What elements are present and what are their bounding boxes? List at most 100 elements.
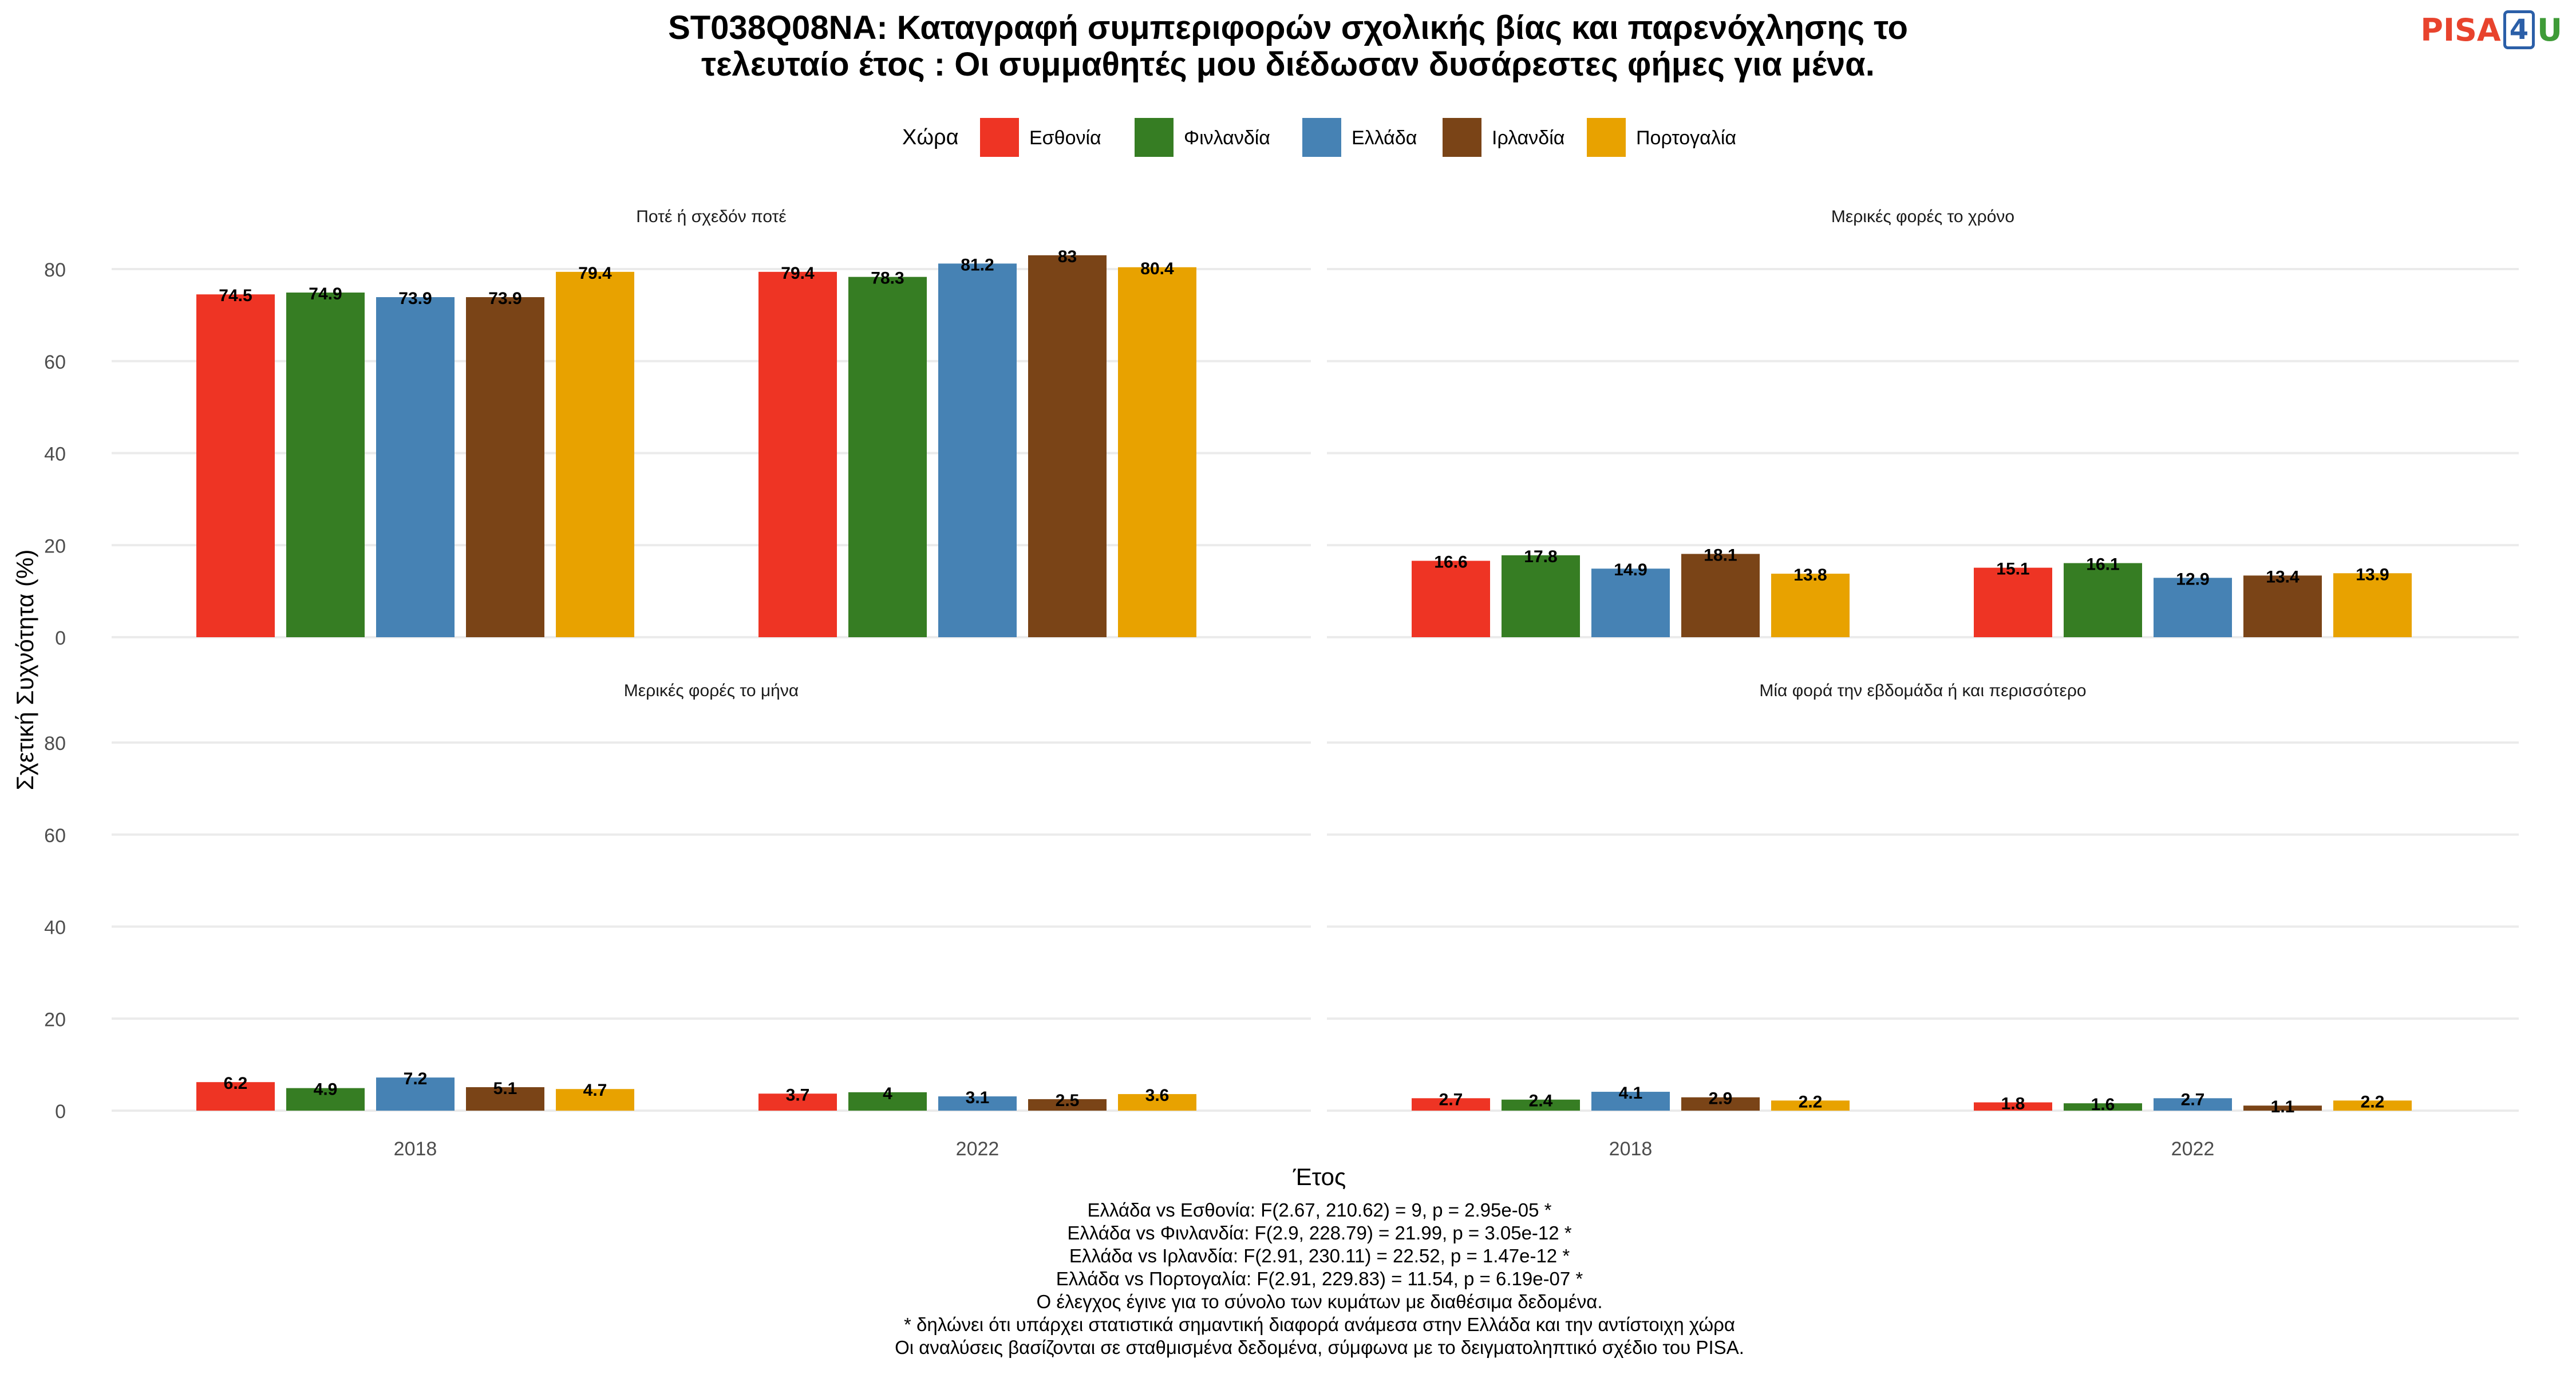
bar [466,1087,544,1111]
legend-title: Χώρα [902,125,959,149]
legend-label: Ελλάδα [1352,127,1417,149]
bar [2333,573,2412,637]
bar-value-label: 14.9 [1614,560,1647,579]
legend-label: Φινλανδία [1184,127,1270,149]
y-tick-label: 80 [44,733,66,755]
x-tick-label: 2018 [1609,1138,1653,1160]
pisa4u-logo: PISA 4 U [2420,10,2562,49]
legend-swatch [1587,118,1626,157]
bar [556,1089,634,1111]
bar [1502,1099,1580,1111]
bar [376,1077,455,1111]
bar [938,263,1017,638]
bar [376,297,455,637]
legend-swatch [980,118,1019,157]
footnote-line: Ελλάδα vs Ιρλανδία: F(2.91, 230.11) = 22… [1069,1245,1570,1266]
bar [758,271,837,637]
bar [196,294,275,637]
bar-value-label: 73.9 [398,289,432,308]
panel-strip-label: Μερικές φορές το μήνα [624,681,799,700]
bar-value-label: 4.1 [1619,1084,1643,1103]
bar [1681,1097,1760,1111]
bar-value-label: 5.1 [493,1079,517,1098]
chart-title-line: τελευταίο έτος : Οι συμμαθητές μου διέδω… [701,46,1875,83]
bar [1502,555,1580,637]
bar-value-label: 78.3 [871,269,904,288]
bar [2154,578,2232,637]
bar [2064,563,2142,637]
footnote-line: Ο έλεγχος έγινε για το σύνολο των κυμάτω… [1037,1291,1603,1312]
panel-strip-label: Ποτέ ή σχεδόν ποτέ [636,207,787,226]
bar-value-label: 15.1 [1996,560,2029,579]
bar-value-label: 4.9 [314,1080,338,1099]
bar-value-label: 79.4 [781,264,815,283]
bar [1591,1092,1670,1111]
y-tick-label: 60 [44,825,66,847]
bar-value-label: 73.9 [488,289,521,308]
bar [196,1082,275,1111]
bar [848,1092,927,1111]
bar [2154,1098,2232,1111]
legend-swatch [1302,118,1341,157]
x-tick-label: 2022 [956,1138,999,1160]
bar-value-label: 2.2 [1799,1092,1823,1111]
y-tick-label: 0 [55,1101,66,1123]
x-axis-title: Έτος [1293,1163,1346,1190]
bar [1591,568,1670,637]
x-tick-label: 2018 [394,1138,437,1160]
bar [466,297,544,637]
footnote-line: Ελλάδα vs Πορτογαλία: F(2.91, 229.83) = … [1056,1268,1583,1289]
bar-value-label: 79.4 [578,264,612,283]
bar-value-label: 13.4 [2266,567,2300,586]
bar-value-label: 17.8 [1524,547,1557,566]
y-tick-label: 20 [44,1009,66,1030]
bar [286,1088,365,1111]
legend-swatch [1135,118,1174,157]
bar [1974,1102,2052,1111]
bar-value-label: 74.9 [309,285,342,303]
y-tick-label: 40 [44,444,66,465]
logo-pisa-text: PISA [2420,11,2501,48]
y-tick-label: 80 [44,259,66,281]
bar-value-label: 13.9 [2356,565,2389,584]
bar [848,277,927,637]
bar [2064,1103,2142,1111]
legend-swatch [1443,118,1481,157]
bar-value-label: 2.2 [2361,1092,2385,1111]
bar-value-label: 1.6 [2091,1095,2115,1114]
y-tick-label: 40 [44,917,66,939]
panel-strip-label: Μερικές φορές το χρόνο [1831,207,2014,226]
legend-label: Ιρλανδία [1492,127,1564,149]
panel-strip-label: Μία φορά την εβδομάδα ή και περισσότερο [1759,681,2086,700]
bar-value-label: 83 [1058,247,1077,266]
bar [1118,267,1196,637]
bar-value-label: 3.1 [966,1088,990,1107]
bar [1771,1100,1850,1111]
bar [2243,1105,2322,1111]
bar-value-label: 12.9 [2176,570,2209,589]
bar-value-label: 81.2 [961,255,994,274]
bar [1771,574,1850,637]
bar-value-label: 13.8 [1793,566,1827,585]
legend-label: Εσθονία [1029,127,1101,149]
footnote-line: Ελλάδα vs Εσθονία: F(2.67, 210.62) = 9, … [1088,1199,1552,1221]
bar-value-label: 4.7 [583,1081,607,1100]
bar-value-label: 74.5 [219,286,252,305]
y-tick-label: 60 [44,352,66,373]
y-tick-label: 0 [55,627,66,649]
y-tick-label: 20 [44,535,66,557]
bar-value-label: 16.6 [1434,553,1467,572]
footnote-line: Ελλάδα vs Φινλανδία: F(2.9, 228.79) = 21… [1067,1222,1571,1243]
bar-value-label: 1.1 [2271,1097,2295,1116]
bar [758,1093,837,1111]
bar-value-label: 3.6 [1145,1086,1170,1105]
bar [1412,1098,1490,1111]
bar [2243,575,2322,637]
bar-value-label: 2.7 [1439,1090,1463,1109]
bar [556,271,634,637]
y-axis-title: Σχετική Συχνότητα (%) [11,550,38,791]
bar-value-label: 16.1 [2086,555,2119,574]
bar [1028,255,1107,637]
bar [1681,554,1760,637]
